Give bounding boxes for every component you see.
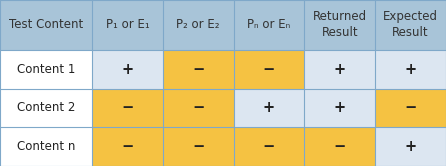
- Text: P₁ or E₁: P₁ or E₁: [106, 18, 149, 31]
- Text: Test Content: Test Content: [9, 18, 83, 31]
- Text: P₂ or E₂: P₂ or E₂: [177, 18, 220, 31]
- Text: Content 2: Content 2: [17, 101, 75, 114]
- Text: +: +: [334, 100, 346, 115]
- Text: +: +: [263, 100, 275, 115]
- Bar: [375, 127, 446, 166]
- Bar: [305, 88, 375, 127]
- Bar: [163, 88, 234, 127]
- Text: Content n: Content n: [17, 140, 75, 153]
- Text: −: −: [192, 62, 204, 77]
- Text: Pₙ or Eₙ: Pₙ or Eₙ: [248, 18, 291, 31]
- Text: +: +: [405, 62, 417, 77]
- Text: Content 1: Content 1: [17, 63, 75, 76]
- Bar: [0, 50, 92, 88]
- Text: −: −: [334, 139, 346, 154]
- Bar: [92, 88, 163, 127]
- Bar: [234, 50, 305, 88]
- Text: +: +: [121, 62, 133, 77]
- Bar: [163, 127, 234, 166]
- Bar: [375, 50, 446, 88]
- Bar: [305, 0, 375, 50]
- Text: Expected
Result: Expected Result: [383, 10, 438, 39]
- Text: Returned
Result: Returned Result: [313, 10, 367, 39]
- Text: −: −: [263, 139, 275, 154]
- Bar: [375, 88, 446, 127]
- Bar: [0, 127, 92, 166]
- Bar: [92, 50, 163, 88]
- Bar: [163, 50, 234, 88]
- Text: −: −: [192, 100, 204, 115]
- Bar: [234, 88, 305, 127]
- Bar: [0, 0, 92, 50]
- Text: +: +: [334, 62, 346, 77]
- Text: +: +: [405, 139, 417, 154]
- Bar: [0, 88, 92, 127]
- Bar: [163, 0, 234, 50]
- Bar: [92, 0, 163, 50]
- Bar: [234, 0, 305, 50]
- Text: −: −: [121, 139, 133, 154]
- Text: −: −: [121, 100, 133, 115]
- Bar: [92, 127, 163, 166]
- Text: −: −: [263, 62, 275, 77]
- Text: −: −: [192, 139, 204, 154]
- Bar: [305, 127, 375, 166]
- Bar: [375, 0, 446, 50]
- Text: −: −: [405, 100, 417, 115]
- Bar: [305, 50, 375, 88]
- Bar: [234, 127, 305, 166]
